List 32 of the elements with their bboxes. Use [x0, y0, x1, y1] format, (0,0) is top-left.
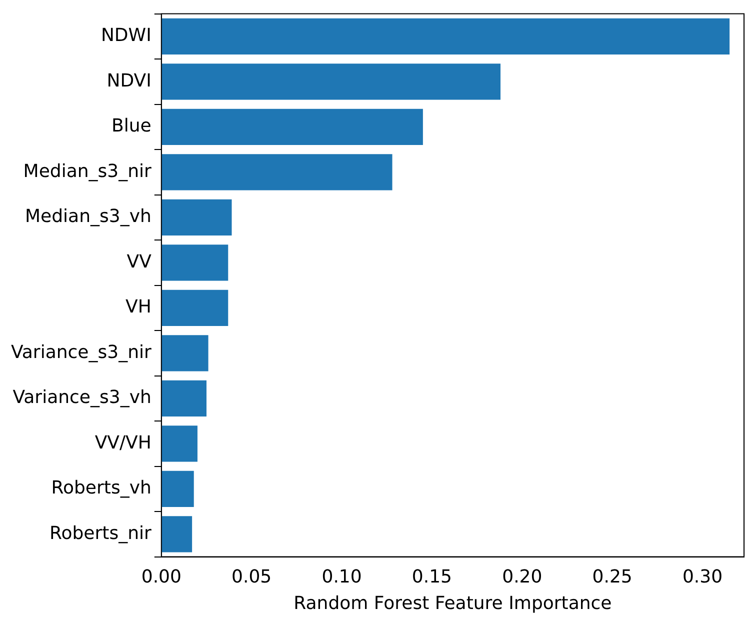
y-tick-label: Median_s3_vh [25, 206, 152, 228]
y-tick-label: Blue [112, 116, 152, 137]
x-tick-label: 0.05 [232, 566, 272, 588]
x-tick-label: 0.00 [141, 566, 182, 588]
x-tick-label: 0.30 [682, 566, 723, 588]
bar [161, 426, 198, 462]
x-tick-label: 0.15 [412, 566, 452, 588]
y-tick-label: NDVI [106, 70, 152, 92]
y-tick-label: Roberts_nir [50, 522, 152, 544]
y-tick-label: VV [126, 251, 152, 272]
bar [161, 199, 232, 236]
bar [161, 64, 500, 100]
y-tick-label: NDWI [100, 25, 152, 46]
bar [161, 18, 730, 55]
y-tick-label: Roberts_vh [51, 478, 152, 499]
y-tick-label: VV/VH [94, 432, 152, 454]
bar [161, 380, 206, 417]
x-tick-label: 0.20 [502, 566, 542, 588]
bar [161, 108, 423, 146]
x-tick-label: 0.25 [592, 566, 632, 588]
bar [161, 470, 194, 508]
bar [161, 154, 392, 190]
y-tick-label: Variance_s3_vh [12, 387, 152, 408]
bar [161, 516, 192, 552]
bar [161, 335, 208, 372]
bar [161, 244, 228, 281]
y-tick-label: Median_s3_nir [23, 160, 152, 182]
x-tick-label: 0.10 [322, 566, 362, 588]
y-tick-label: VH [126, 296, 152, 318]
y-tick-label: Variance_s3_nir [10, 342, 152, 363]
x-axis-title: Random Forest Feature Importance [294, 592, 612, 614]
bar [161, 290, 228, 326]
